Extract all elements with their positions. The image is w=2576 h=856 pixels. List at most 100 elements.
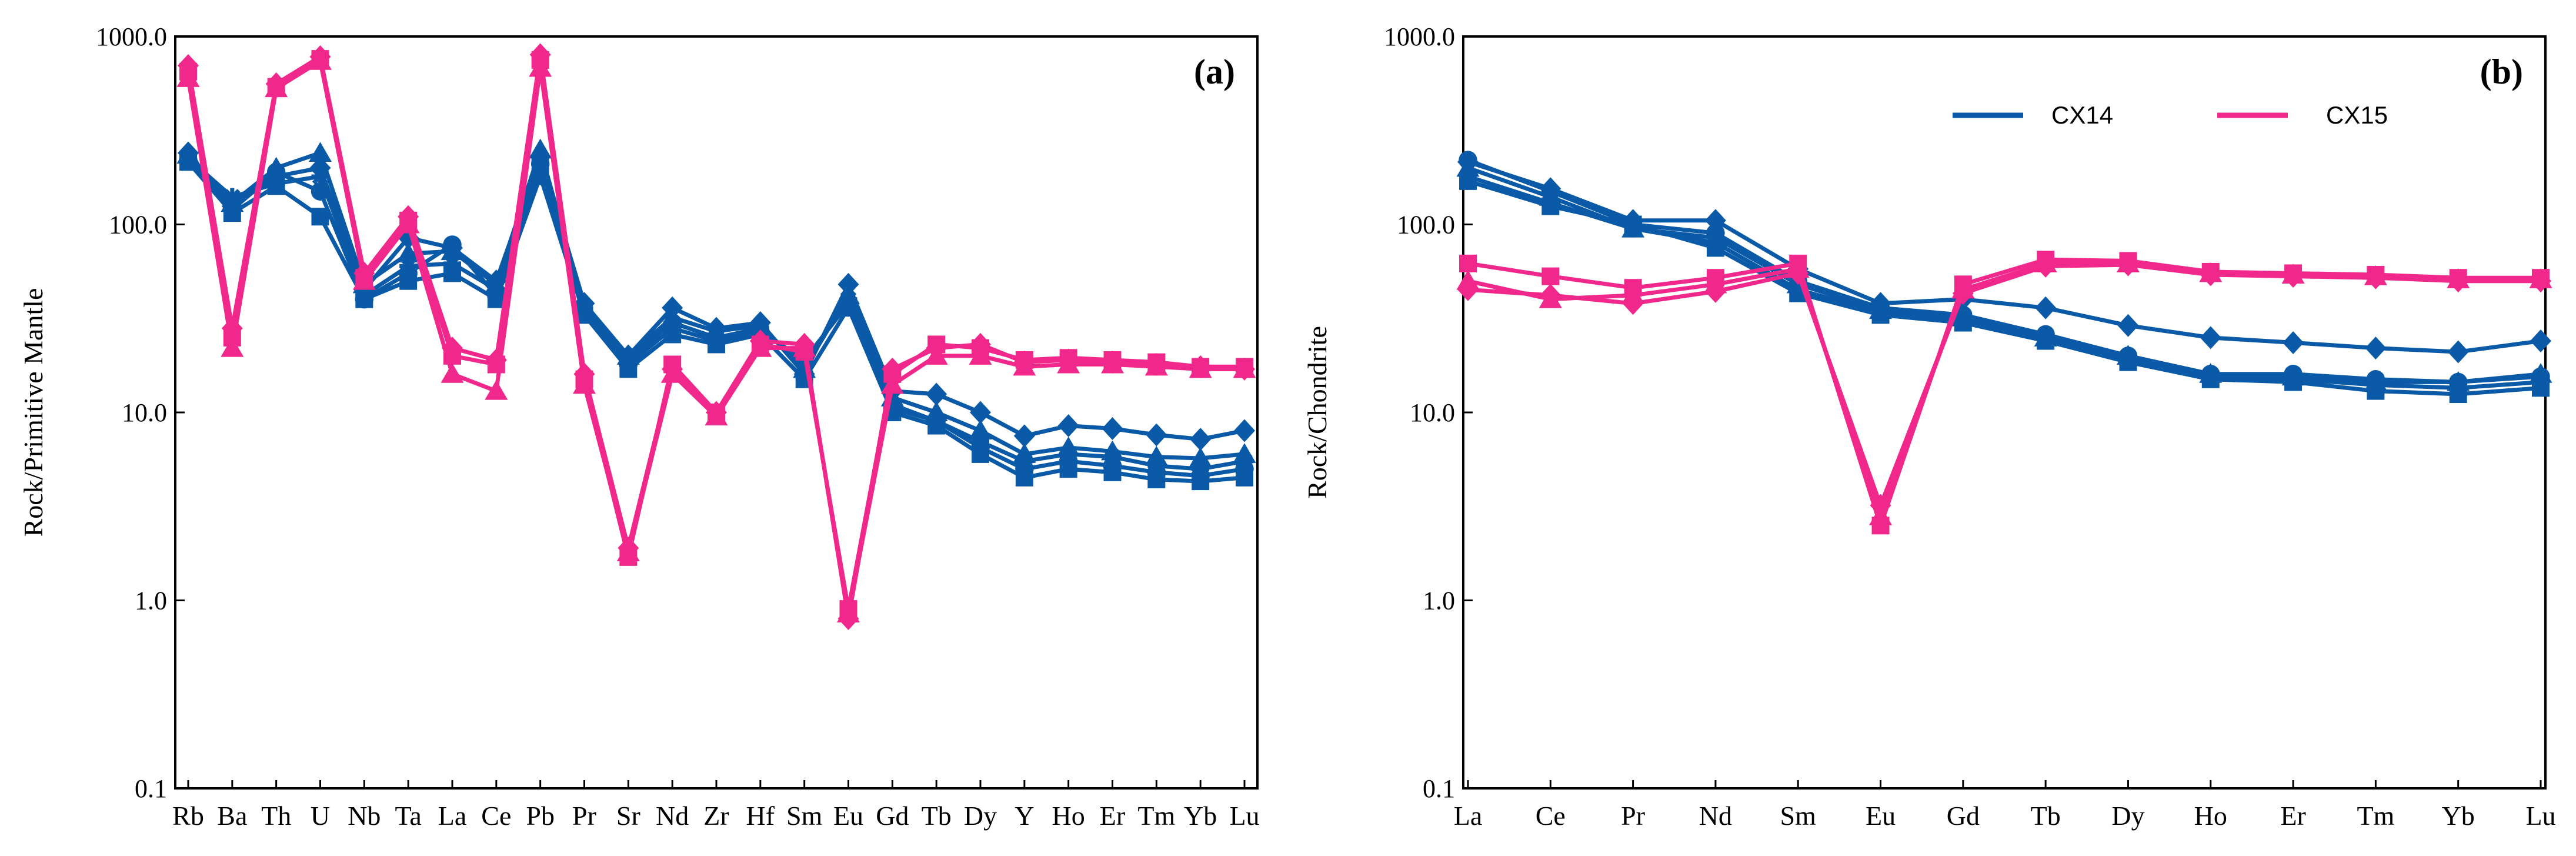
data-point bbox=[2117, 253, 2139, 277]
data-point bbox=[441, 363, 464, 383]
y-tick-label: 10.0 bbox=[122, 398, 167, 427]
data-point bbox=[1103, 463, 1122, 481]
data-point bbox=[2117, 314, 2139, 337]
x-tick-label: Ce bbox=[481, 801, 511, 831]
data-point bbox=[265, 72, 287, 95]
data-point bbox=[1146, 423, 1167, 447]
x-tick-label: Nd bbox=[1699, 801, 1732, 831]
data-point bbox=[221, 317, 243, 340]
data-point bbox=[178, 54, 199, 77]
data-point bbox=[1622, 292, 1644, 315]
data-point bbox=[2283, 331, 2304, 354]
x-tick-label: Er bbox=[2280, 801, 2305, 831]
data-point bbox=[2200, 326, 2221, 349]
x-tick-label: Pr bbox=[1621, 801, 1645, 831]
data-point bbox=[399, 272, 418, 290]
data-point bbox=[970, 401, 991, 424]
data-point bbox=[223, 188, 241, 206]
data-point bbox=[1013, 424, 1035, 448]
y-tick-label: 10.0 bbox=[1410, 398, 1455, 427]
panel-a-label: (a) bbox=[1194, 52, 1235, 91]
panel-a-series bbox=[176, 43, 1256, 630]
data-point bbox=[2035, 296, 2057, 319]
x-tick-label: Lu bbox=[1229, 801, 1259, 831]
panel-b-chart: 0.1 1.0 10.0 100.0 1000.0 La Ce Pr Nd Sm Eu Gd Tb Dy… bbox=[1302, 22, 2556, 831]
data-point bbox=[1059, 460, 1077, 478]
data-point bbox=[353, 261, 375, 285]
series-line bbox=[1467, 159, 2541, 354]
data-point bbox=[2119, 353, 2137, 371]
data-point bbox=[1541, 267, 1560, 285]
x-tick-label: Th bbox=[261, 801, 291, 831]
series-cx15-triangle bbox=[1456, 252, 2552, 525]
data-point bbox=[749, 329, 771, 353]
legend-label-cx15: CX15 bbox=[2326, 101, 2388, 129]
data-point bbox=[882, 357, 903, 381]
panel-b-label: (b) bbox=[2480, 52, 2523, 91]
data-point bbox=[970, 332, 991, 356]
data-point bbox=[972, 445, 989, 463]
data-point bbox=[1013, 351, 1035, 374]
panel-b-y-ticks: 0.1 1.0 10.0 100.0 1000.0 bbox=[1384, 22, 1473, 803]
data-point bbox=[926, 382, 947, 406]
x-tick-label: Ta bbox=[395, 801, 422, 831]
data-point bbox=[1234, 419, 1255, 442]
data-point bbox=[1147, 470, 1166, 488]
panel-a-x-ticks: Rb Ba Th U Nb Ta La Ce Pb Pr Sr Nd Zr Hf Sm Eu Gd Tb Dy Y Ho… bbox=[172, 780, 1260, 831]
data-point bbox=[880, 374, 904, 394]
x-tick-label: Tm bbox=[2357, 801, 2394, 831]
x-tick-label: Zr bbox=[703, 801, 729, 831]
data-point bbox=[2201, 370, 2220, 388]
x-tick-label: Lu bbox=[2525, 801, 2555, 831]
series-line bbox=[1467, 262, 2541, 508]
x-tick-label: Eu bbox=[833, 801, 863, 831]
x-tick-label: Ce bbox=[1536, 801, 1566, 831]
y-tick-label: 1000.0 bbox=[96, 22, 167, 51]
data-point bbox=[1541, 197, 1560, 215]
data-point bbox=[1102, 417, 1123, 441]
data-point bbox=[663, 325, 682, 344]
data-point bbox=[355, 290, 373, 308]
data-point bbox=[396, 242, 420, 262]
data-point bbox=[2200, 263, 2221, 287]
x-tick-label: Sm bbox=[1780, 801, 1817, 831]
y-tick-label: 0.1 bbox=[1423, 774, 1455, 803]
data-point bbox=[1952, 282, 1974, 305]
data-point bbox=[2283, 265, 2304, 288]
series-line bbox=[1467, 179, 2541, 397]
data-point bbox=[1015, 468, 1033, 487]
x-tick-label: Er bbox=[1100, 801, 1125, 831]
data-point bbox=[1146, 352, 1167, 376]
x-tick-label: Ho bbox=[1052, 801, 1085, 831]
data-point bbox=[529, 43, 551, 66]
panel-b-series bbox=[1456, 150, 2552, 535]
y-tick-label: 1.0 bbox=[135, 587, 167, 615]
panel-a-chart: 0.1 1.0 10.0 100.0 1000.0 Rb Ba Th U Nb Ta La Ce Pb P… bbox=[18, 22, 1260, 831]
data-point bbox=[1704, 279, 1726, 303]
x-tick-label: Gd bbox=[876, 801, 909, 831]
x-tick-label: Gd bbox=[1947, 801, 1980, 831]
data-point bbox=[1624, 215, 1642, 234]
x-tick-label: Nb bbox=[348, 801, 381, 831]
data-point bbox=[2284, 373, 2303, 391]
data-point bbox=[2367, 382, 2385, 400]
x-tick-label: Tb bbox=[922, 801, 952, 831]
data-point bbox=[706, 401, 727, 424]
data-point bbox=[2365, 266, 2387, 289]
data-point bbox=[398, 205, 419, 228]
x-tick-label: Dy bbox=[964, 801, 997, 831]
y-tick-label: 1000.0 bbox=[1384, 22, 1455, 51]
data-point bbox=[1706, 239, 1724, 257]
data-point bbox=[1190, 355, 1212, 378]
y-tick-label: 1.0 bbox=[1423, 587, 1455, 615]
data-point bbox=[442, 337, 463, 360]
data-point bbox=[1459, 254, 1477, 272]
data-point bbox=[311, 208, 329, 226]
x-tick-label: Tm bbox=[1137, 801, 1175, 831]
data-point bbox=[1192, 472, 1210, 491]
y-tick-label: 0.1 bbox=[135, 774, 167, 803]
data-point bbox=[926, 337, 947, 360]
panel-a-y-axis-label: Rock/Primitive Mantle bbox=[18, 288, 48, 537]
panel-b-legend: CX14 CX15 bbox=[1953, 101, 2388, 129]
data-point bbox=[2037, 332, 2055, 350]
